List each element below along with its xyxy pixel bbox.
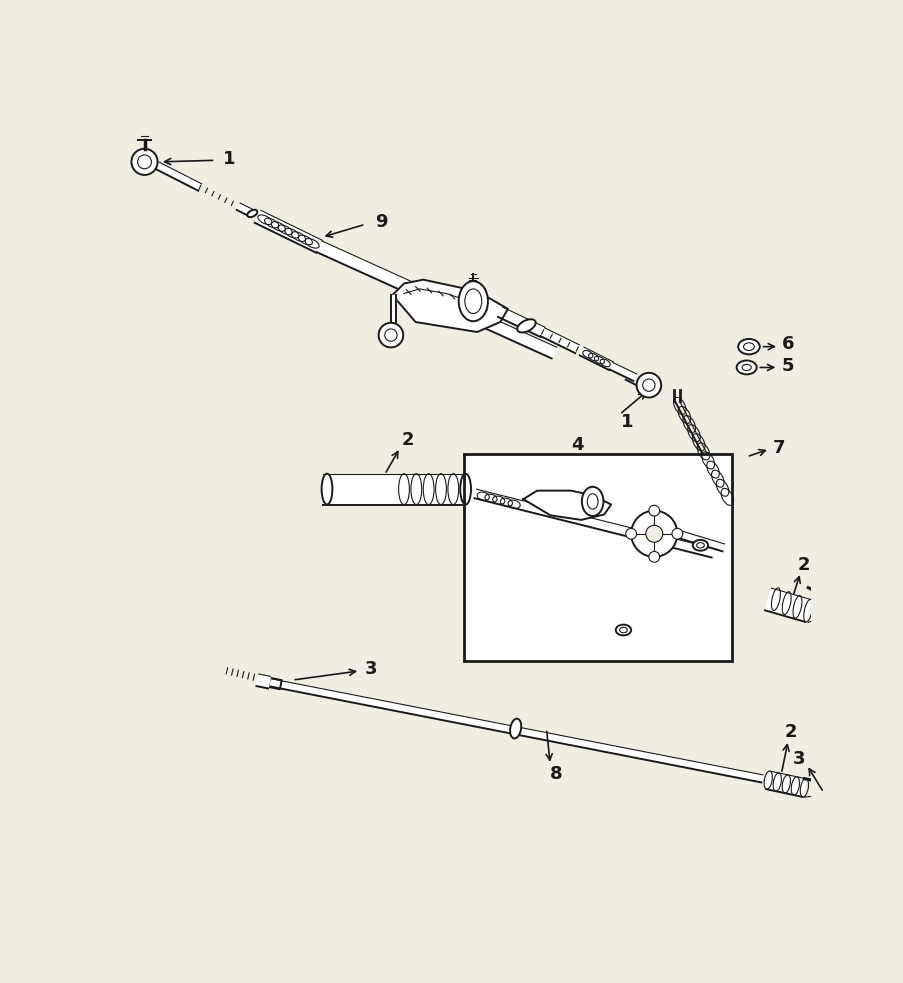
Polygon shape	[675, 530, 724, 551]
Text: 3: 3	[792, 750, 805, 768]
Polygon shape	[579, 347, 612, 370]
Circle shape	[636, 373, 660, 397]
Circle shape	[630, 510, 676, 556]
Text: 3: 3	[364, 660, 377, 677]
Polygon shape	[322, 474, 461, 504]
Text: 5: 5	[664, 519, 675, 534]
Text: 1: 1	[620, 413, 633, 432]
Polygon shape	[540, 328, 579, 353]
Text: 2: 2	[784, 723, 796, 741]
Bar	[463, 454, 731, 661]
Ellipse shape	[736, 361, 756, 375]
Polygon shape	[764, 588, 811, 622]
Circle shape	[378, 322, 403, 347]
Polygon shape	[609, 363, 636, 381]
Ellipse shape	[509, 719, 521, 738]
Circle shape	[645, 525, 662, 543]
Ellipse shape	[247, 209, 257, 217]
Polygon shape	[523, 491, 610, 520]
Polygon shape	[265, 678, 762, 782]
Text: 7: 7	[772, 438, 785, 456]
Circle shape	[625, 529, 636, 539]
Circle shape	[648, 551, 659, 562]
Ellipse shape	[517, 319, 535, 332]
Ellipse shape	[615, 624, 630, 635]
Polygon shape	[474, 490, 713, 557]
Polygon shape	[155, 162, 201, 191]
Text: 4: 4	[571, 436, 582, 454]
Polygon shape	[392, 279, 507, 332]
Text: 5: 5	[780, 357, 793, 375]
Text: 2: 2	[401, 431, 414, 449]
Polygon shape	[316, 241, 556, 359]
Text: 5: 5	[581, 614, 591, 630]
Ellipse shape	[738, 339, 759, 354]
Text: 6: 6	[781, 335, 794, 353]
Ellipse shape	[458, 281, 488, 321]
Polygon shape	[498, 307, 545, 337]
Circle shape	[648, 505, 659, 516]
Circle shape	[671, 529, 682, 539]
Polygon shape	[255, 210, 322, 253]
Polygon shape	[766, 771, 805, 797]
Polygon shape	[256, 674, 270, 688]
Polygon shape	[390, 295, 396, 324]
Ellipse shape	[321, 474, 332, 504]
Text: 9: 9	[374, 213, 386, 231]
Text: 8: 8	[549, 765, 562, 783]
Polygon shape	[268, 678, 282, 689]
Circle shape	[131, 148, 157, 175]
Ellipse shape	[692, 540, 707, 550]
Text: 1: 1	[223, 149, 235, 168]
Ellipse shape	[582, 487, 603, 516]
Polygon shape	[237, 203, 254, 217]
Text: 2: 2	[796, 555, 809, 573]
